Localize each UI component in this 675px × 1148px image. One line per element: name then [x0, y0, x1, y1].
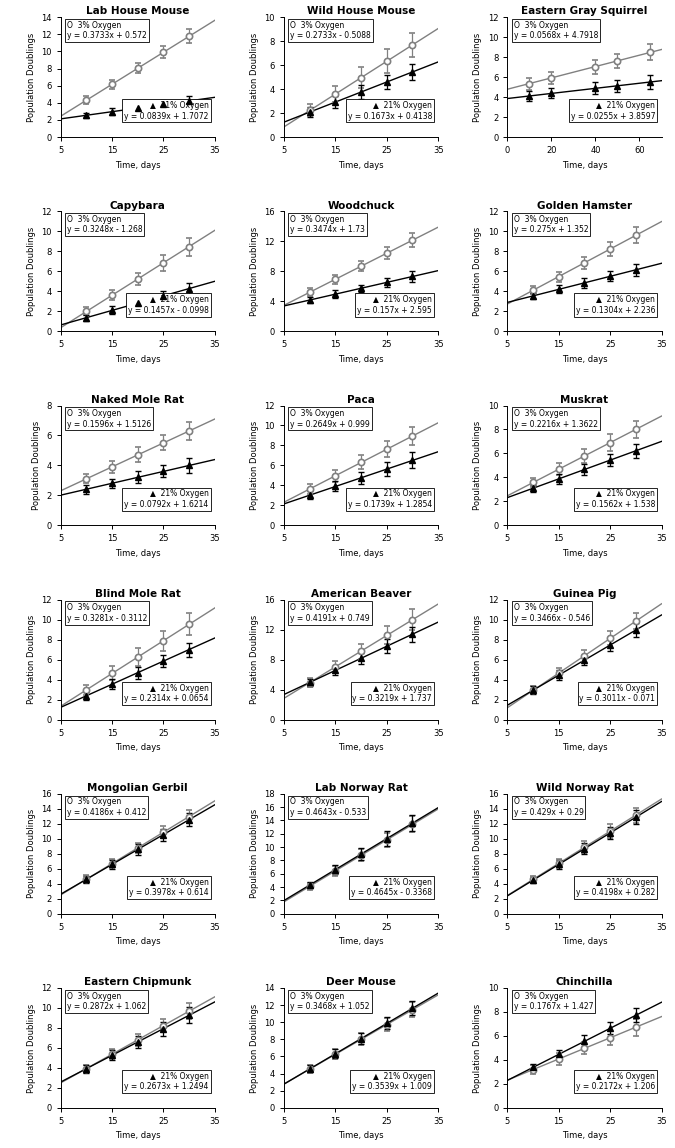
- X-axis label: Time, days: Time, days: [338, 161, 384, 170]
- Y-axis label: Population Doublings: Population Doublings: [473, 615, 483, 704]
- Y-axis label: Population Doublings: Population Doublings: [473, 809, 482, 899]
- Text: ▲  21% Oxygen
y = 0.1739x + 1.2854: ▲ 21% Oxygen y = 0.1739x + 1.2854: [348, 489, 432, 509]
- Title: Paca: Paca: [347, 395, 375, 405]
- X-axis label: Time, days: Time, days: [562, 355, 608, 364]
- Title: American Beaver: American Beaver: [311, 589, 411, 599]
- X-axis label: Time, days: Time, days: [115, 937, 161, 946]
- Text: O  3% Oxygen
y = 0.275x + 1.352: O 3% Oxygen y = 0.275x + 1.352: [514, 215, 588, 234]
- Y-axis label: Population Doublings: Population Doublings: [27, 32, 36, 122]
- Text: O  3% Oxygen
y = 0.3281x - 0.3112: O 3% Oxygen y = 0.3281x - 0.3112: [67, 603, 147, 622]
- Text: ▲  21% Oxygen
y = 0.2172x + 1.206: ▲ 21% Oxygen y = 0.2172x + 1.206: [576, 1072, 655, 1092]
- Text: ▲  21% Oxygen
y = 0.3978x + 0.614: ▲ 21% Oxygen y = 0.3978x + 0.614: [129, 878, 209, 897]
- Title: Mongolian Gerbil: Mongolian Gerbil: [88, 783, 188, 793]
- Text: O  3% Oxygen
y = 0.4191x + 0.749: O 3% Oxygen y = 0.4191x + 0.749: [290, 603, 370, 622]
- X-axis label: Time, days: Time, days: [115, 549, 161, 558]
- Y-axis label: Population Doublings: Population Doublings: [27, 615, 36, 704]
- Text: ▲  21% Oxygen
y = 0.3011x - 0.071: ▲ 21% Oxygen y = 0.3011x - 0.071: [579, 683, 655, 703]
- Text: ▲  21% Oxygen
y = 0.1562x + 1.538: ▲ 21% Oxygen y = 0.1562x + 1.538: [576, 489, 655, 509]
- Text: ▲  21% Oxygen
y = 0.1673x + 0.4138: ▲ 21% Oxygen y = 0.1673x + 0.4138: [348, 101, 432, 121]
- Y-axis label: Population Doublings: Population Doublings: [250, 421, 259, 510]
- Text: ▲  21% Oxygen
y = 0.4645x - 0.3368: ▲ 21% Oxygen y = 0.4645x - 0.3368: [351, 878, 432, 897]
- Text: O  3% Oxygen
y = 0.0568x + 4.7918: O 3% Oxygen y = 0.0568x + 4.7918: [514, 21, 598, 40]
- Title: Capybara: Capybara: [110, 201, 165, 210]
- Title: Chinchilla: Chinchilla: [556, 977, 614, 987]
- Title: Golden Hamster: Golden Hamster: [537, 201, 632, 210]
- Text: O  3% Oxygen
y = 0.429x + 0.29: O 3% Oxygen y = 0.429x + 0.29: [514, 798, 583, 817]
- X-axis label: Time, days: Time, days: [338, 549, 384, 558]
- Y-axis label: Population Doublings: Population Doublings: [473, 1003, 483, 1093]
- Text: ▲  21% Oxygen
y = 0.2314x + 0.0654: ▲ 21% Oxygen y = 0.2314x + 0.0654: [124, 683, 209, 703]
- X-axis label: Time, days: Time, days: [115, 1132, 161, 1140]
- Y-axis label: Population Doublings: Population Doublings: [473, 421, 483, 510]
- X-axis label: Time, days: Time, days: [338, 743, 384, 752]
- Title: Blind Mole Rat: Blind Mole Rat: [95, 589, 181, 599]
- Title: Guinea Pig: Guinea Pig: [553, 589, 616, 599]
- X-axis label: Time, days: Time, days: [338, 937, 384, 946]
- Title: Woodchuck: Woodchuck: [327, 201, 395, 210]
- Title: Eastern Gray Squirrel: Eastern Gray Squirrel: [521, 7, 648, 16]
- Y-axis label: Population Doublings: Population Doublings: [250, 226, 259, 316]
- Y-axis label: Population Doublings: Population Doublings: [473, 226, 483, 316]
- Text: O  3% Oxygen
y = 0.2872x + 1.062: O 3% Oxygen y = 0.2872x + 1.062: [67, 992, 146, 1011]
- Text: O  3% Oxygen
y = 0.1596x + 1.5126: O 3% Oxygen y = 0.1596x + 1.5126: [67, 409, 151, 428]
- Text: O  3% Oxygen
y = 0.3733x + 0.572: O 3% Oxygen y = 0.3733x + 0.572: [67, 21, 146, 40]
- X-axis label: Time, days: Time, days: [562, 937, 608, 946]
- Text: ▲  21% Oxygen
y = 0.3539x + 1.009: ▲ 21% Oxygen y = 0.3539x + 1.009: [352, 1072, 432, 1092]
- Text: O  3% Oxygen
y = 0.2649x + 0.999: O 3% Oxygen y = 0.2649x + 0.999: [290, 409, 370, 428]
- X-axis label: Time, days: Time, days: [115, 355, 161, 364]
- Title: Wild House Mouse: Wild House Mouse: [307, 7, 415, 16]
- X-axis label: Time, days: Time, days: [562, 549, 608, 558]
- Y-axis label: Population Doublings: Population Doublings: [250, 615, 259, 704]
- Text: ▲  21% Oxygen
y = 0.0792x + 1.6214: ▲ 21% Oxygen y = 0.0792x + 1.6214: [124, 489, 209, 509]
- Title: Deer Mouse: Deer Mouse: [326, 977, 396, 987]
- Text: ▲  21% Oxygen
y = 0.1304x + 2.236: ▲ 21% Oxygen y = 0.1304x + 2.236: [576, 295, 655, 315]
- Y-axis label: Population Doublings: Population Doublings: [250, 1003, 259, 1093]
- Text: O  3% Oxygen
y = 0.2733x - 0.5088: O 3% Oxygen y = 0.2733x - 0.5088: [290, 21, 371, 40]
- Text: ▲  21% Oxygen
y = 0.0839x + 1.7072: ▲ 21% Oxygen y = 0.0839x + 1.7072: [124, 101, 209, 121]
- Text: O  3% Oxygen
y = 0.1767x + 1.427: O 3% Oxygen y = 0.1767x + 1.427: [514, 992, 593, 1011]
- Y-axis label: Population Doublings: Population Doublings: [473, 32, 483, 122]
- Text: ▲  21% Oxygen
y = 0.4198x + 0.282: ▲ 21% Oxygen y = 0.4198x + 0.282: [576, 878, 655, 897]
- Text: ▲  21% Oxygen
y = 0.2673x + 1.2494: ▲ 21% Oxygen y = 0.2673x + 1.2494: [124, 1072, 209, 1092]
- Title: Naked Mole Rat: Naked Mole Rat: [91, 395, 184, 405]
- Y-axis label: Population Doublings: Population Doublings: [250, 809, 259, 899]
- Y-axis label: Population Doublings: Population Doublings: [27, 226, 36, 316]
- X-axis label: Time, days: Time, days: [115, 743, 161, 752]
- Title: Muskrat: Muskrat: [560, 395, 609, 405]
- Text: O  3% Oxygen
y = 0.3474x + 1.73: O 3% Oxygen y = 0.3474x + 1.73: [290, 215, 365, 234]
- X-axis label: Time, days: Time, days: [562, 1132, 608, 1140]
- Text: ▲  21% Oxygen
y = 0.1457x - 0.0998: ▲ 21% Oxygen y = 0.1457x - 0.0998: [128, 295, 209, 315]
- Title: Lab Norway Rat: Lab Norway Rat: [315, 783, 408, 793]
- Y-axis label: Population Doublings: Population Doublings: [26, 809, 36, 899]
- Text: O  3% Oxygen
y = 0.4643x - 0.533: O 3% Oxygen y = 0.4643x - 0.533: [290, 798, 367, 817]
- Y-axis label: Population Doublings: Population Doublings: [250, 32, 259, 122]
- X-axis label: Time, days: Time, days: [562, 743, 608, 752]
- Text: ▲  21% Oxygen
y = 0.157x + 2.595: ▲ 21% Oxygen y = 0.157x + 2.595: [357, 295, 432, 315]
- Text: O  3% Oxygen
y = 0.3468x + 1.052: O 3% Oxygen y = 0.3468x + 1.052: [290, 992, 370, 1011]
- X-axis label: Time, days: Time, days: [562, 161, 608, 170]
- Text: O  3% Oxygen
y = 0.4186x + 0.412: O 3% Oxygen y = 0.4186x + 0.412: [67, 798, 146, 817]
- Y-axis label: Population Doublings: Population Doublings: [27, 1003, 36, 1093]
- Text: ▲  21% Oxygen
y = 0.0255x + 3.8597: ▲ 21% Oxygen y = 0.0255x + 3.8597: [571, 101, 655, 121]
- Title: Lab House Mouse: Lab House Mouse: [86, 7, 190, 16]
- Text: O  3% Oxygen
y = 0.3466x - 0.546: O 3% Oxygen y = 0.3466x - 0.546: [514, 603, 590, 622]
- Title: Wild Norway Rat: Wild Norway Rat: [535, 783, 633, 793]
- X-axis label: Time, days: Time, days: [115, 161, 161, 170]
- Text: ▲  21% Oxygen
y = 0.3219x + 1.737: ▲ 21% Oxygen y = 0.3219x + 1.737: [352, 683, 432, 703]
- Text: O  3% Oxygen
y = 0.3248x - 1.268: O 3% Oxygen y = 0.3248x - 1.268: [67, 215, 142, 234]
- Text: O  3% Oxygen
y = 0.2216x + 1.3622: O 3% Oxygen y = 0.2216x + 1.3622: [514, 409, 597, 428]
- X-axis label: Time, days: Time, days: [338, 1132, 384, 1140]
- Y-axis label: Population Doublings: Population Doublings: [32, 421, 40, 510]
- X-axis label: Time, days: Time, days: [338, 355, 384, 364]
- Title: Eastern Chipmunk: Eastern Chipmunk: [84, 977, 192, 987]
